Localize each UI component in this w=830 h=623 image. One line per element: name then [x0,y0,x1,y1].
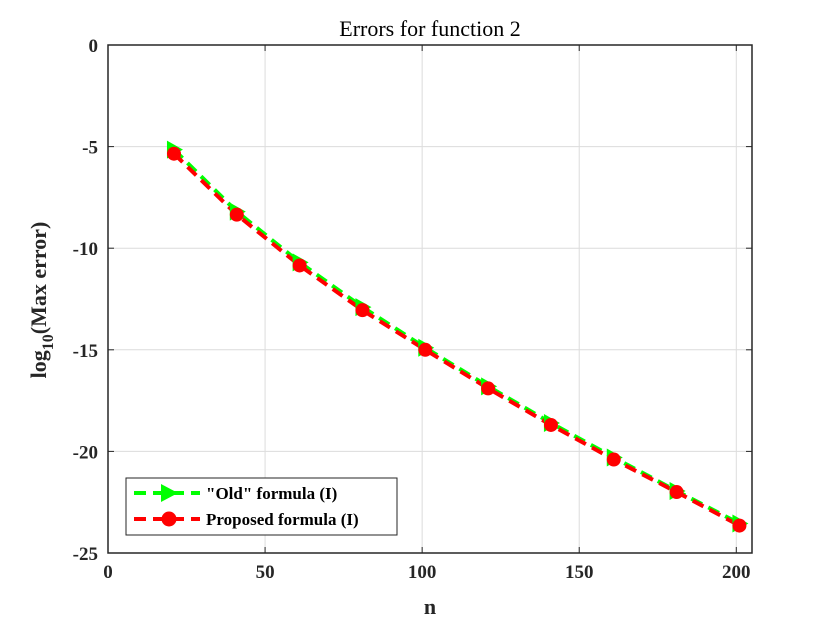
series-point-1 [229,207,244,222]
legend-old-marker [161,484,178,502]
series-line-1 [172,152,741,528]
series-point-1 [355,303,370,318]
series-point-1 [292,258,307,273]
y-axis-label-rest: (Max error) [26,222,51,335]
y-tick-label: -5 [82,138,98,159]
y-tick-label: 0 [89,36,99,57]
legend: "Old" formula (I) Proposed formula (I) [125,477,398,536]
y-axis-label: log10(Max error) [26,222,57,379]
y-tick-label: -25 [73,544,98,565]
series-layer [166,140,749,533]
series-point-1 [418,342,433,357]
axis-ticks: 0 50 100 150 200 0 -5 -10 -15 -20 -25 [73,36,752,583]
series-point-1 [166,146,181,161]
series-line-0 [172,148,741,526]
legend-old-label: "Old" formula (I) [206,484,337,503]
legend-proposed-marker [161,511,177,527]
series-point-1 [732,518,747,533]
chart-title: Errors for function 2 [339,16,520,41]
grid [107,44,752,554]
x-tick-label: 50 [256,562,275,583]
y-tick-label: -15 [73,341,98,362]
series-point-1 [481,381,496,396]
x-tick-label: 200 [722,562,751,583]
series-point-1 [543,417,558,432]
y-axis-label-main: log [26,350,51,378]
x-tick-label: 100 [408,562,437,583]
x-tick-label: 0 [103,562,113,583]
y-tick-label: -10 [73,239,98,260]
x-axis-label: n [424,594,436,619]
series-point-1 [606,452,621,467]
legend-proposed-label: Proposed formula (I) [206,510,359,529]
series-point-1 [669,485,684,500]
y-tick-label: -20 [73,442,98,463]
plot-area [107,44,753,554]
x-tick-label: 150 [565,562,594,583]
y-axis-label-sub: 10 [40,334,57,350]
